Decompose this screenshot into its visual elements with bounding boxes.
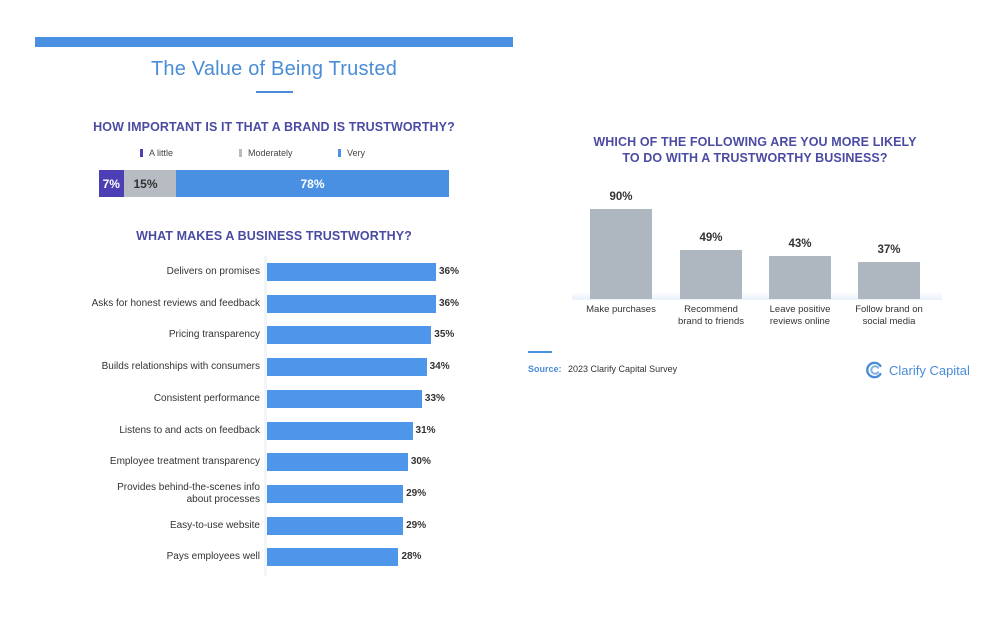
hbar-category-label: Easy-to-use website bbox=[169, 519, 260, 531]
clarify-capital-logo-icon bbox=[866, 361, 882, 379]
hbar-bar bbox=[267, 548, 399, 567]
source-text: 2023 Clarify Capital Survey bbox=[568, 364, 678, 374]
legend-item-moderately: Moderately bbox=[239, 148, 293, 158]
stacked-segment-moderately: 15% bbox=[123, 170, 176, 197]
vbar-title-line: TO DO WITH A TRUSTWORTHY BUSINESS? bbox=[622, 151, 888, 165]
source-label: Source: bbox=[528, 364, 562, 374]
hbar-bar bbox=[267, 453, 408, 472]
hbar-bar bbox=[267, 326, 432, 345]
hbar-category-label: Consistent performance bbox=[153, 392, 260, 404]
stacked-chart-legend: A little Moderately Very bbox=[140, 148, 470, 162]
hbar-chart-title: WHAT MAKES A BUSINESS TRUSTWORTHY? bbox=[136, 229, 412, 243]
hbar-chart: Delivers on promises 36% Asks for honest r… bbox=[0, 0, 520, 600]
hbar-value-label: 29% bbox=[406, 519, 427, 531]
stacked-segment-label: 15% bbox=[133, 176, 158, 191]
vbar-bar bbox=[680, 250, 742, 299]
hbar-axis-background bbox=[264, 256, 267, 576]
vbar-category-label: Make purchases bbox=[586, 304, 656, 315]
legend-item-a-little: A little bbox=[140, 148, 173, 158]
stacked-segment-a-little: 7% bbox=[99, 170, 124, 197]
hbar-category-label: Listens to and acts on feedback bbox=[119, 424, 260, 436]
hbar-category-label: Asks for honest reviews and feedback bbox=[91, 297, 260, 309]
hbar-category-label: Delivers on promises bbox=[166, 266, 260, 277]
header-accent-bar bbox=[35, 37, 513, 47]
source-note: Source: 2023 Clarify Capital Survey bbox=[528, 364, 677, 374]
legend-swatch-a-little bbox=[140, 149, 143, 157]
hbar-value-label: 29% bbox=[406, 487, 427, 499]
hbar-value-label: 35% bbox=[434, 329, 455, 341]
hbar-value-label: 30% bbox=[410, 456, 431, 468]
vbar-category-label: Leave positive reviews online bbox=[769, 304, 831, 327]
vbar-category-label: Follow brand on social media bbox=[855, 304, 923, 327]
stacked-segment-label: 7% bbox=[102, 176, 120, 191]
vbar-chart: 90% Make purchases 49% Recommend brand to fr… bbox=[572, 191, 942, 327]
vbar-category-label: Recommend brand to friends bbox=[677, 304, 744, 327]
vbar-title-line: WHICH OF THE FOLLOWING ARE YOU MORE LIKE… bbox=[593, 135, 917, 149]
hbar-value-label: 33% bbox=[424, 392, 445, 404]
vbar-bar bbox=[590, 209, 652, 299]
legend-swatch-moderately bbox=[239, 149, 242, 157]
stacked-segment-label: 78% bbox=[300, 176, 325, 191]
hbar-bar bbox=[267, 421, 413, 440]
legend-swatch-very bbox=[338, 149, 341, 157]
hbar-category-label: Builds relationships with consumers bbox=[101, 361, 260, 373]
vbar-value-label: 49% bbox=[699, 232, 723, 244]
stacked-chart-title: HOW IMPORTANT IS IT THAT A BRAND IS TRUS… bbox=[93, 120, 455, 134]
hbar-category-label: Pays employees well bbox=[166, 551, 260, 563]
stacked-segment-very: 78% bbox=[176, 170, 449, 197]
vbar-value-label: 37% bbox=[877, 244, 901, 256]
hbar-value-label: 31% bbox=[415, 424, 436, 436]
vbar-baseline bbox=[572, 292, 942, 300]
vbar-bar bbox=[858, 262, 920, 299]
source-divider bbox=[528, 351, 552, 353]
hbar-category-label: Employee treatment transparency bbox=[109, 456, 260, 468]
vbar-chart-title: WHICH OF THE FOLLOWING ARE YOU MORE LIKE… bbox=[560, 134, 950, 166]
hbar-bar bbox=[267, 358, 427, 377]
legend-label: A little bbox=[149, 148, 174, 158]
hbar-bar bbox=[267, 389, 422, 408]
hbar-category-label: Pricing transparency bbox=[168, 329, 260, 341]
hbar-bar bbox=[267, 516, 404, 535]
hbar-bar bbox=[267, 294, 436, 313]
page-title: The Value of Being Trusted bbox=[150, 58, 398, 80]
hbar-bar bbox=[267, 484, 404, 503]
hbar-category-label: Provides behind-the-scenes info about pro… bbox=[117, 481, 260, 505]
vbar-value-label: 90% bbox=[609, 191, 633, 203]
legend-label: Very bbox=[347, 148, 366, 158]
hbar-value-label: 28% bbox=[401, 551, 422, 563]
hbar-bar bbox=[267, 263, 436, 281]
brand-name: Clarify Capital bbox=[889, 362, 970, 378]
hbar-value-label: 36% bbox=[439, 297, 460, 309]
title-underline bbox=[256, 91, 293, 93]
brand-logo: Clarify Capital bbox=[866, 361, 970, 379]
vbar-value-label: 43% bbox=[788, 238, 812, 250]
vbar-bar bbox=[769, 256, 831, 299]
hbar-value-label: 36% bbox=[439, 266, 460, 277]
legend-label: Moderately bbox=[248, 148, 293, 158]
stacked-bar: 7% 15% 78% bbox=[99, 170, 449, 197]
hbar-value-label: 34% bbox=[429, 361, 450, 373]
legend-item-very: Very bbox=[338, 148, 365, 158]
